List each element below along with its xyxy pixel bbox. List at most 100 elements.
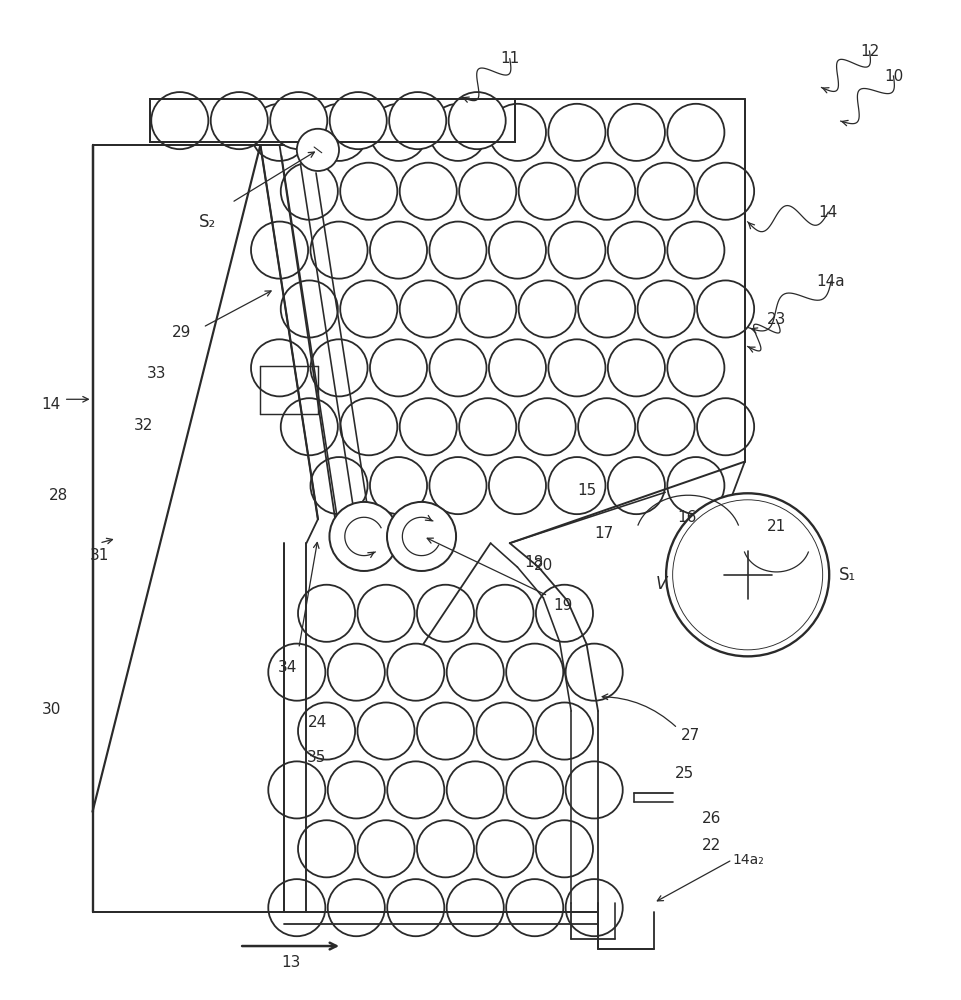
Circle shape bbox=[357, 585, 414, 642]
Circle shape bbox=[251, 104, 308, 161]
Circle shape bbox=[387, 644, 444, 701]
Text: 12: 12 bbox=[859, 44, 878, 59]
Circle shape bbox=[357, 702, 414, 760]
Circle shape bbox=[386, 502, 456, 571]
Text: 14: 14 bbox=[41, 397, 61, 412]
Circle shape bbox=[340, 398, 397, 455]
Circle shape bbox=[387, 761, 444, 818]
Text: 19: 19 bbox=[553, 598, 572, 613]
Circle shape bbox=[578, 280, 634, 338]
Circle shape bbox=[578, 163, 634, 220]
Circle shape bbox=[505, 761, 563, 818]
Circle shape bbox=[607, 104, 664, 161]
Circle shape bbox=[637, 280, 694, 338]
Circle shape bbox=[399, 398, 456, 455]
Circle shape bbox=[488, 104, 546, 161]
Text: 13: 13 bbox=[282, 955, 301, 970]
Circle shape bbox=[298, 585, 355, 642]
Circle shape bbox=[429, 339, 486, 396]
Circle shape bbox=[268, 879, 325, 936]
Circle shape bbox=[476, 820, 533, 877]
Text: 30: 30 bbox=[41, 702, 61, 717]
Text: 11: 11 bbox=[500, 51, 519, 66]
Text: 23: 23 bbox=[766, 312, 785, 327]
Text: 33: 33 bbox=[147, 366, 166, 381]
Text: 10: 10 bbox=[883, 69, 902, 84]
Circle shape bbox=[667, 104, 724, 161]
Text: 20: 20 bbox=[533, 558, 553, 573]
Circle shape bbox=[637, 163, 694, 220]
Circle shape bbox=[578, 398, 634, 455]
Text: 14: 14 bbox=[818, 205, 837, 220]
Circle shape bbox=[548, 339, 604, 396]
Text: 35: 35 bbox=[306, 750, 326, 765]
Text: 22: 22 bbox=[701, 838, 720, 853]
Circle shape bbox=[488, 457, 546, 514]
Text: 21: 21 bbox=[766, 519, 785, 534]
Circle shape bbox=[370, 339, 427, 396]
Circle shape bbox=[535, 820, 592, 877]
Circle shape bbox=[416, 702, 474, 760]
Circle shape bbox=[548, 104, 604, 161]
Circle shape bbox=[329, 502, 398, 571]
Circle shape bbox=[476, 585, 533, 642]
Circle shape bbox=[667, 339, 724, 396]
Circle shape bbox=[357, 820, 414, 877]
Circle shape bbox=[697, 280, 753, 338]
Circle shape bbox=[429, 457, 486, 514]
Circle shape bbox=[488, 222, 546, 279]
Circle shape bbox=[697, 398, 753, 455]
Circle shape bbox=[281, 398, 337, 455]
Circle shape bbox=[298, 702, 355, 760]
Circle shape bbox=[505, 644, 563, 701]
Circle shape bbox=[298, 820, 355, 877]
Text: S₂: S₂ bbox=[199, 213, 216, 231]
Circle shape bbox=[251, 339, 308, 396]
Circle shape bbox=[389, 92, 446, 149]
Circle shape bbox=[210, 92, 267, 149]
Circle shape bbox=[518, 398, 575, 455]
Circle shape bbox=[281, 280, 337, 338]
Circle shape bbox=[340, 163, 397, 220]
Text: 18: 18 bbox=[524, 555, 543, 570]
Circle shape bbox=[548, 457, 604, 514]
Text: 32: 32 bbox=[134, 418, 153, 433]
Circle shape bbox=[505, 879, 563, 936]
Circle shape bbox=[310, 222, 367, 279]
Text: 29: 29 bbox=[172, 325, 191, 340]
Circle shape bbox=[565, 761, 622, 818]
Circle shape bbox=[416, 820, 474, 877]
Circle shape bbox=[667, 457, 724, 514]
Circle shape bbox=[251, 222, 308, 279]
Circle shape bbox=[535, 585, 592, 642]
Text: 27: 27 bbox=[679, 728, 699, 743]
Text: 31: 31 bbox=[89, 548, 109, 563]
Text: 25: 25 bbox=[674, 766, 693, 781]
Circle shape bbox=[458, 280, 516, 338]
Text: 26: 26 bbox=[701, 811, 720, 826]
Circle shape bbox=[370, 222, 427, 279]
Circle shape bbox=[416, 585, 474, 642]
Circle shape bbox=[310, 104, 367, 161]
Text: 14a: 14a bbox=[816, 274, 845, 289]
Circle shape bbox=[637, 398, 694, 455]
Text: 34: 34 bbox=[278, 660, 297, 675]
Text: 16: 16 bbox=[677, 510, 696, 525]
Circle shape bbox=[476, 702, 533, 760]
Circle shape bbox=[446, 879, 504, 936]
Circle shape bbox=[297, 129, 338, 171]
Text: 28: 28 bbox=[49, 488, 68, 503]
Circle shape bbox=[330, 92, 386, 149]
Circle shape bbox=[370, 457, 427, 514]
Circle shape bbox=[535, 702, 592, 760]
Circle shape bbox=[370, 104, 427, 161]
Circle shape bbox=[281, 163, 337, 220]
Circle shape bbox=[399, 280, 456, 338]
Circle shape bbox=[607, 339, 664, 396]
Circle shape bbox=[310, 457, 367, 514]
Text: 24: 24 bbox=[308, 715, 327, 730]
Circle shape bbox=[458, 398, 516, 455]
Circle shape bbox=[268, 761, 325, 818]
Circle shape bbox=[488, 339, 546, 396]
Circle shape bbox=[151, 92, 209, 149]
